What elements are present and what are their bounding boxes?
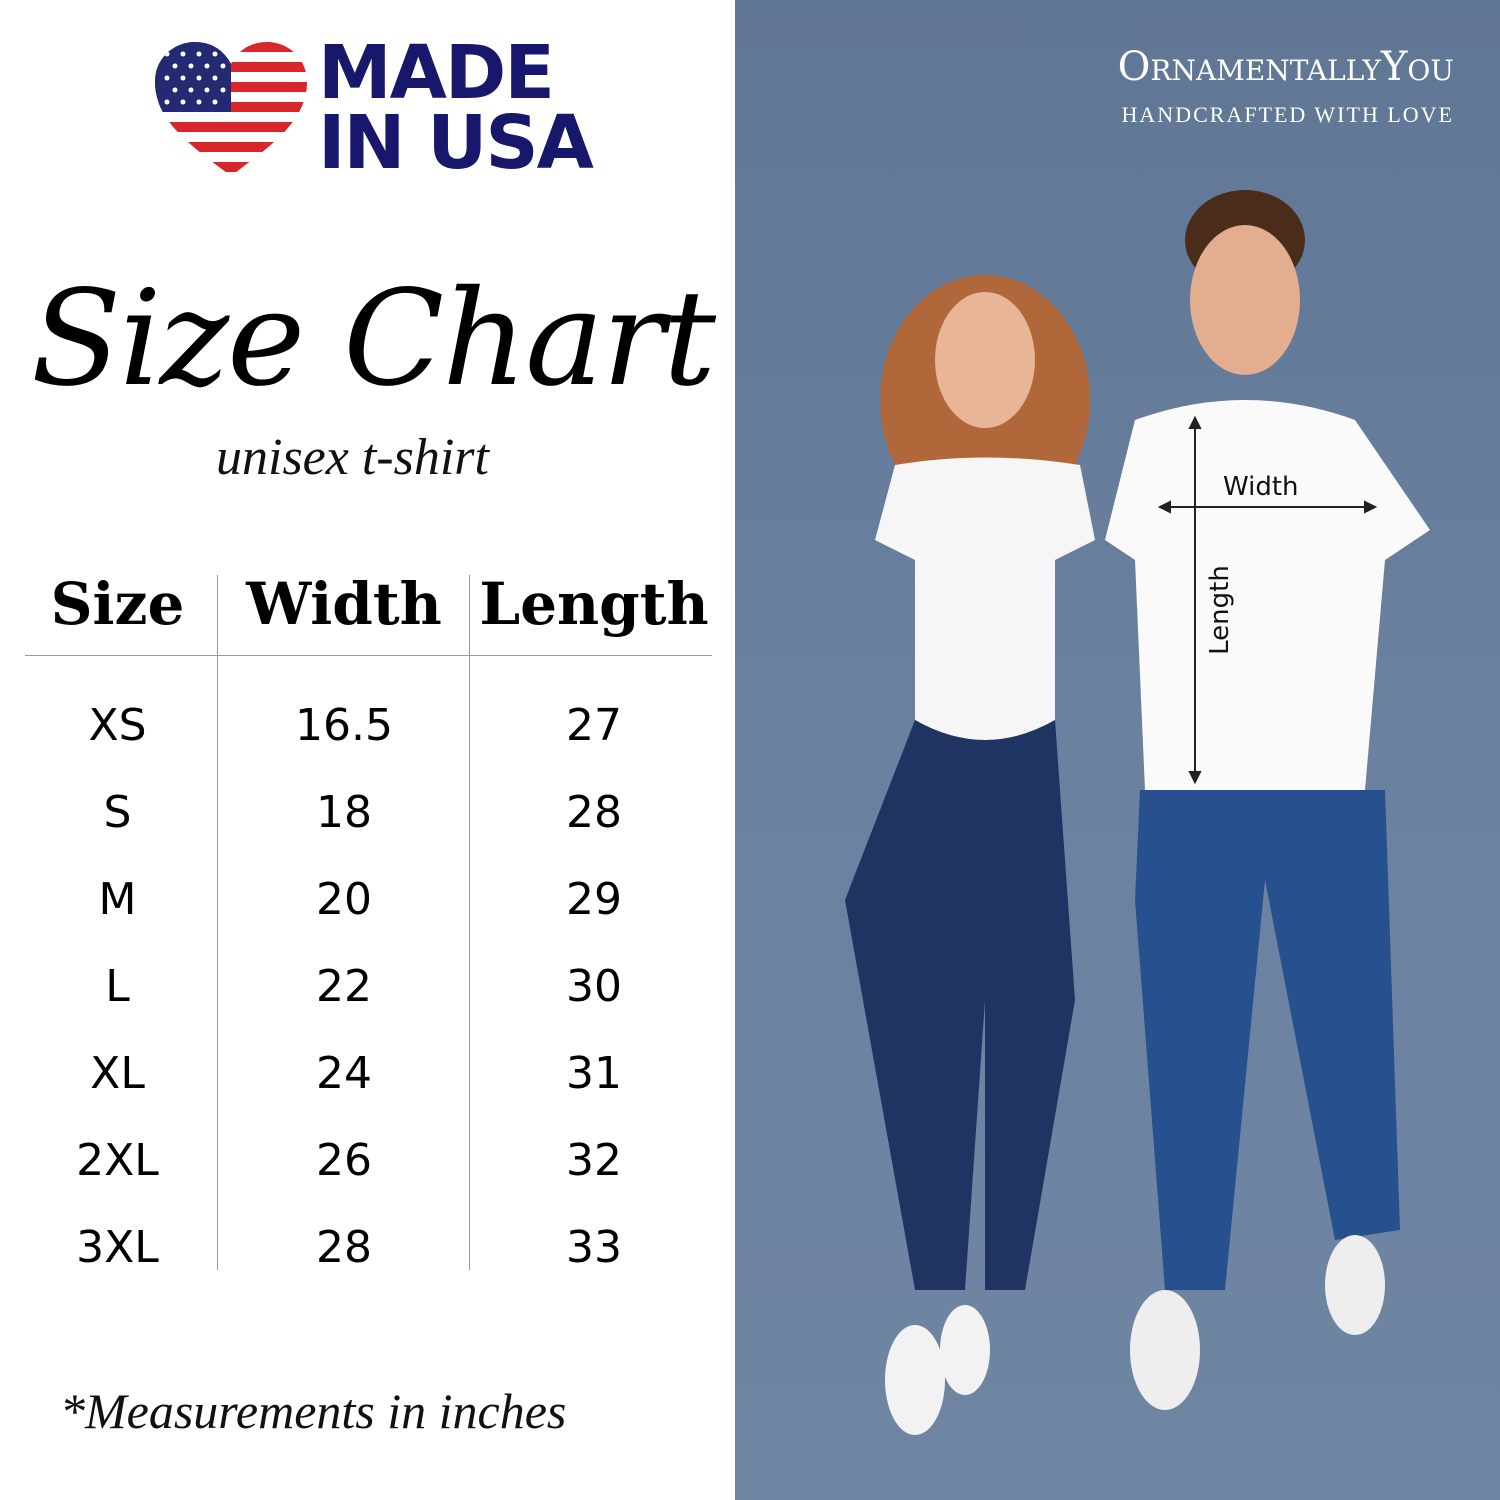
length-cell: 30 xyxy=(566,961,622,1012)
length-cell: 27 xyxy=(566,700,622,751)
width-cell: 16.5 xyxy=(295,700,393,751)
length-cell: 33 xyxy=(566,1222,622,1273)
footnote: *Measurements in inches xyxy=(60,1383,567,1439)
width-cell: 22 xyxy=(316,961,372,1012)
woman-face xyxy=(935,292,1035,428)
man-jeans xyxy=(1135,790,1400,1290)
size-cell: XS xyxy=(88,700,147,751)
size-chart-panel: MADE IN USA Size Chart unisex t-shirt Si… xyxy=(0,0,735,1500)
width-cell: 24 xyxy=(316,1048,372,1099)
man-face xyxy=(1190,225,1300,375)
made-in-usa-badge: MADE IN USA xyxy=(318,30,594,186)
length-label: Length xyxy=(1204,565,1235,655)
width-cell: 20 xyxy=(316,874,372,925)
badge-line-1: MADE xyxy=(318,30,555,116)
header-divider xyxy=(25,655,712,656)
brand-logo: OrnamentallyYou xyxy=(1117,44,1454,90)
header-size: Size xyxy=(50,570,185,638)
column-divider xyxy=(217,575,218,1270)
man-shirt xyxy=(1105,400,1430,790)
length-cell: 29 xyxy=(566,874,622,925)
header-length: Length xyxy=(479,570,709,638)
page-title: Size Chart xyxy=(30,262,716,416)
size-cell: 2XL xyxy=(76,1135,159,1186)
us-flag-heart-icon xyxy=(155,42,307,176)
width-cell: 18 xyxy=(316,787,372,838)
size-cell: L xyxy=(105,961,130,1012)
badge-line-2: IN USA xyxy=(318,100,594,186)
size-cell: 3XL xyxy=(76,1222,159,1273)
length-cell: 31 xyxy=(566,1048,622,1099)
header-width: Width xyxy=(246,570,442,638)
column-divider xyxy=(469,575,470,1270)
length-cell: 28 xyxy=(566,787,622,838)
size-cell: M xyxy=(98,874,137,925)
width-label: Width xyxy=(1223,472,1299,502)
size-cell: XL xyxy=(90,1048,145,1099)
models-illustration xyxy=(845,190,1430,1435)
model-photo: OrnamentallyYou HANDCRAFTED WITH LOVE Wi… xyxy=(735,0,1500,1500)
woman-jeans xyxy=(845,720,1075,1290)
page-subtitle: unisex t-shirt xyxy=(216,429,489,486)
brand-tagline: HANDCRAFTED WITH LOVE xyxy=(1121,102,1454,127)
length-arrow xyxy=(1188,415,1202,785)
woman-shirt xyxy=(875,457,1095,740)
length-cell: 32 xyxy=(566,1135,622,1186)
width-cell: 26 xyxy=(316,1135,372,1186)
width-cell: 28 xyxy=(316,1222,372,1273)
size-cell: S xyxy=(103,787,132,838)
